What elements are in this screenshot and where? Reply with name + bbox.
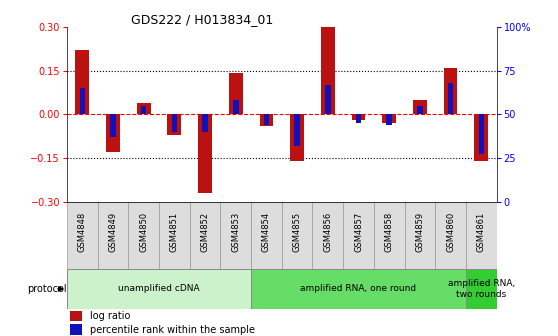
Bar xyxy=(198,114,212,193)
Text: GSM4855: GSM4855 xyxy=(292,212,302,252)
Bar xyxy=(110,114,116,137)
Bar xyxy=(374,202,405,269)
Bar xyxy=(321,27,335,114)
Text: GSM4853: GSM4853 xyxy=(231,212,240,252)
Bar xyxy=(382,114,396,123)
Bar xyxy=(413,100,427,114)
Bar xyxy=(190,202,220,269)
Bar xyxy=(80,88,85,114)
Bar xyxy=(251,202,282,269)
Text: GSM4852: GSM4852 xyxy=(200,212,210,252)
Bar xyxy=(70,325,83,335)
Bar xyxy=(290,114,304,161)
Bar xyxy=(203,114,208,132)
Text: GSM4861: GSM4861 xyxy=(477,212,486,252)
Text: GSM4856: GSM4856 xyxy=(323,212,333,252)
Text: percentile rank within the sample: percentile rank within the sample xyxy=(90,325,255,335)
Text: amplified RNA,
two rounds: amplified RNA, two rounds xyxy=(448,279,515,299)
Bar xyxy=(128,202,159,269)
Bar xyxy=(352,114,365,120)
Bar xyxy=(75,50,89,114)
Bar xyxy=(233,100,238,114)
Bar xyxy=(259,114,273,126)
Text: protocol: protocol xyxy=(27,284,67,294)
Text: amplified RNA, one round: amplified RNA, one round xyxy=(300,285,417,293)
Bar xyxy=(466,202,497,269)
Bar xyxy=(387,114,392,125)
Bar xyxy=(264,114,269,125)
Text: GSM4849: GSM4849 xyxy=(108,212,118,252)
Bar xyxy=(479,114,484,155)
Text: GSM4858: GSM4858 xyxy=(384,212,394,252)
Bar xyxy=(295,114,300,146)
Bar xyxy=(282,202,312,269)
Bar xyxy=(67,269,251,309)
Bar xyxy=(343,202,374,269)
Bar xyxy=(405,202,435,269)
Bar xyxy=(141,106,146,114)
Bar xyxy=(106,114,120,152)
Bar xyxy=(159,202,190,269)
Bar xyxy=(172,114,177,132)
Text: GSM4854: GSM4854 xyxy=(262,212,271,252)
Bar xyxy=(251,269,466,309)
Bar xyxy=(444,68,458,114)
Bar xyxy=(474,114,488,161)
Text: GSM4850: GSM4850 xyxy=(139,212,148,252)
Text: GSM4851: GSM4851 xyxy=(170,212,179,252)
Bar xyxy=(98,202,128,269)
Text: log ratio: log ratio xyxy=(90,311,130,321)
Bar xyxy=(356,114,361,123)
Bar xyxy=(466,269,497,309)
Bar xyxy=(167,114,181,135)
Text: GSM4859: GSM4859 xyxy=(415,212,425,252)
Text: GSM4848: GSM4848 xyxy=(78,212,87,252)
Bar xyxy=(417,106,422,114)
Bar xyxy=(325,85,330,114)
Bar xyxy=(435,202,466,269)
Text: GDS222 / H013834_01: GDS222 / H013834_01 xyxy=(132,13,273,26)
Bar xyxy=(229,74,243,114)
Text: GSM4860: GSM4860 xyxy=(446,212,455,252)
Bar xyxy=(220,202,251,269)
Text: unamplified cDNA: unamplified cDNA xyxy=(118,285,200,293)
Bar xyxy=(312,202,343,269)
Bar xyxy=(70,311,83,321)
Text: GSM4857: GSM4857 xyxy=(354,212,363,252)
Bar xyxy=(137,102,151,114)
Bar xyxy=(67,202,98,269)
Bar xyxy=(448,83,453,114)
